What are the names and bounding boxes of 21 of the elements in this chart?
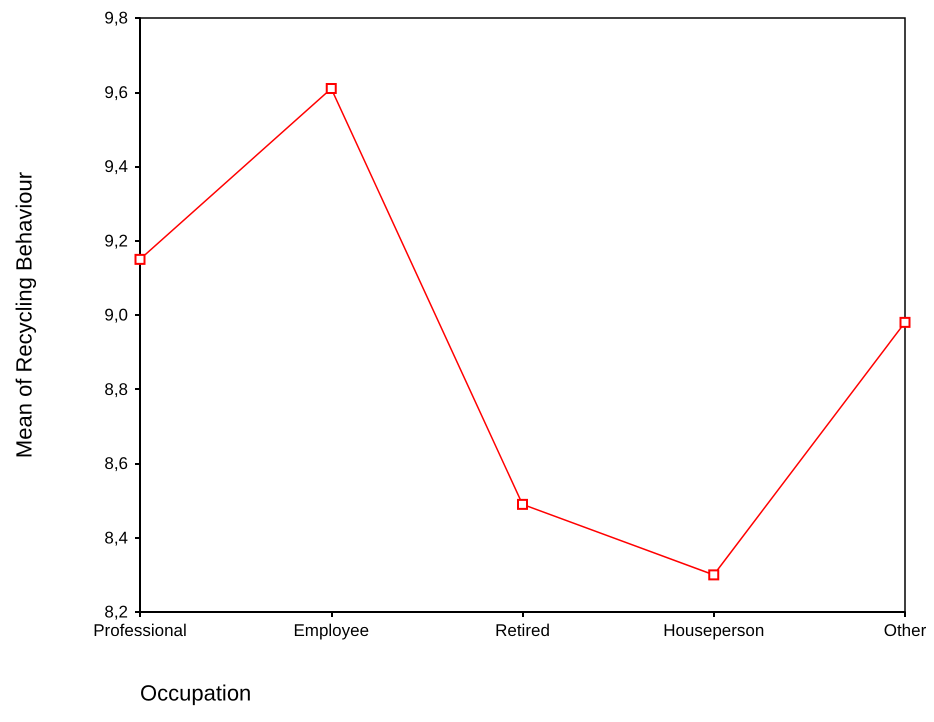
x-tick-label: Professional <box>93 621 187 640</box>
y-tick-label: 9,0 <box>104 306 128 324</box>
y-tick-label: 8,4 <box>104 528 128 548</box>
y-tick-label: 9,8 <box>104 8 128 28</box>
x-axis-title: Occupation <box>140 680 252 706</box>
y-tick-label: 8,6 <box>104 454 128 473</box>
x-tick-label: Houseperson <box>663 621 764 640</box>
x-tick-label: Employee <box>293 621 370 640</box>
x-tick-label: Retired <box>495 621 550 640</box>
y-tick-label: 9,2 <box>104 231 128 250</box>
y-tick-label: 8,2 <box>104 602 128 622</box>
point <box>900 316 910 328</box>
y-tick-label: 9,6 <box>104 82 128 102</box>
y-tick-label: 8,8 <box>104 380 128 399</box>
point <box>708 569 720 580</box>
point <box>134 254 146 265</box>
point <box>517 498 528 510</box>
point <box>326 83 337 94</box>
y-axis-title: Mean of Recycling Behaviour <box>12 172 36 458</box>
x-tick-label: Other <box>884 621 927 640</box>
y-tick-label: 9,4 <box>104 157 128 176</box>
